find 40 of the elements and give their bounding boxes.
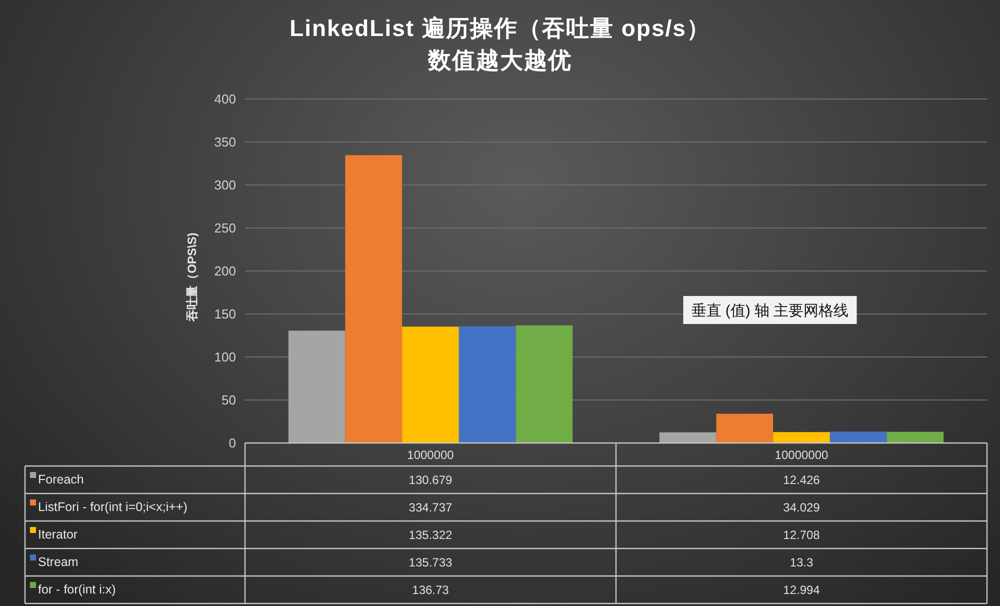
data-label: 34.029: [783, 500, 820, 514]
y-tick-label: 200: [214, 264, 236, 278]
bar: [659, 432, 716, 443]
data-label: 12.426: [783, 473, 820, 487]
y-tick-label: 100: [214, 350, 236, 364]
y-tick-label: 50: [222, 392, 236, 408]
y-tick-label: 150: [214, 306, 236, 322]
bar: [830, 432, 887, 443]
bar: [886, 432, 944, 443]
x-tick-label: 1000000: [407, 448, 454, 462]
bar: [402, 326, 459, 443]
data-label: 12.994: [783, 583, 820, 597]
y-tick-label: 250: [214, 220, 236, 236]
chart-title: LinkedList 遍历操作（吞吐量 ops/s）: [290, 15, 710, 41]
data-label: 130.679: [408, 473, 453, 487]
data-label: 13.3: [790, 556, 814, 570]
annotation: 垂直 (值) 轴 主要网格线: [691, 302, 849, 320]
bar: [716, 414, 774, 443]
x-tick-label: 10000000: [774, 448, 829, 462]
legend-label: Iterator: [38, 528, 78, 542]
y-axis-title: 吞吐量（OPS\S): [185, 232, 199, 322]
bar: [516, 325, 573, 443]
legend-label: for - for(int i:x): [38, 582, 116, 596]
data-label: 334.737: [408, 500, 453, 514]
y-tick-label: 400: [214, 92, 236, 106]
data-label: 136.73: [412, 583, 450, 597]
y-tick-label: 300: [214, 178, 236, 192]
y-tick-label: 0: [228, 436, 236, 450]
legend-label: Foreach: [38, 472, 84, 486]
data-label: 135.733: [408, 556, 453, 570]
legend-label: ListFori - for(int i=0;i<x;i++): [38, 500, 188, 514]
bar: [288, 330, 346, 443]
data-label: 135.322: [408, 528, 453, 542]
bar: [773, 432, 830, 443]
bar: [458, 326, 516, 443]
legend-label: Stream: [38, 555, 78, 569]
bar: [345, 155, 402, 443]
y-tick-label: 350: [214, 134, 236, 150]
chart-subtitle: 数值越大越优: [427, 47, 572, 73]
data-label: 12.708: [783, 528, 820, 542]
